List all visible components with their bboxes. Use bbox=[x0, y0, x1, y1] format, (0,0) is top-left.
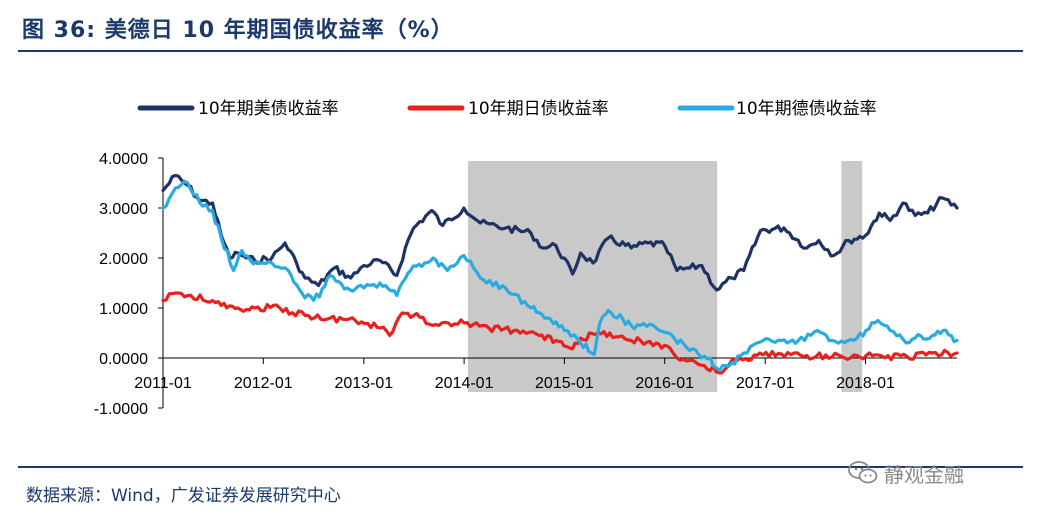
shaded-period-1 bbox=[467, 161, 718, 392]
x-tick-label: 2013-01 bbox=[334, 375, 393, 392]
watermark: 静观金融 bbox=[848, 458, 964, 488]
title-divider bbox=[18, 50, 1023, 52]
y-tick-label: 3.0000 bbox=[99, 201, 148, 218]
shaded-period-2 bbox=[841, 161, 863, 392]
x-tick-label: 2017-01 bbox=[736, 375, 795, 392]
y-tick-label: 0.0000 bbox=[99, 351, 148, 368]
series-line-2 bbox=[161, 291, 959, 375]
x-tick-label: 2014-01 bbox=[435, 375, 494, 392]
series-line-3 bbox=[161, 179, 959, 372]
series-lines bbox=[161, 173, 959, 375]
x-tick-label: 2012-01 bbox=[234, 375, 293, 392]
axes: 4.0000 3.0000 2.0000 1.0000 0.0000 -1.0000 201… bbox=[94, 151, 957, 418]
source-note: 数据来源：Wind，广发证券发展研究中心 bbox=[26, 486, 341, 506]
footer-divider bbox=[18, 466, 1023, 468]
x-tick-label: 2015-01 bbox=[535, 375, 594, 392]
y-tick-label: 2.0000 bbox=[99, 251, 148, 268]
x-tick-label: 2016-01 bbox=[635, 375, 694, 392]
y-tick-label: 4.0000 bbox=[99, 151, 148, 168]
chart-area: 10年期美债收益率 10年期日债收益率 10年期德债收益率 4.0000 3.0000… bbox=[94, 99, 959, 418]
y-tick-label: 1.0000 bbox=[99, 301, 148, 318]
series-line-1 bbox=[161, 173, 959, 292]
wechat-icon bbox=[848, 461, 878, 484]
x-tick-label: 2011-01 bbox=[134, 375, 192, 392]
legend: 10年期美债收益率 10年期日债收益率 10年期德债收益率 bbox=[137, 99, 877, 119]
chart-title: 图 36: 美德日 10 年期国债收益率（%） bbox=[22, 18, 454, 43]
legend-label-1: 10年期美债收益率 bbox=[198, 99, 339, 119]
legend-label-3: 10年期德债收益率 bbox=[736, 99, 877, 119]
y-tick-label: -1.0000 bbox=[94, 401, 148, 418]
legend-label-2: 10年期日债收益率 bbox=[468, 99, 609, 119]
watermark-text: 静观金融 bbox=[884, 462, 964, 487]
x-tick-label: 2018-01 bbox=[836, 375, 895, 392]
